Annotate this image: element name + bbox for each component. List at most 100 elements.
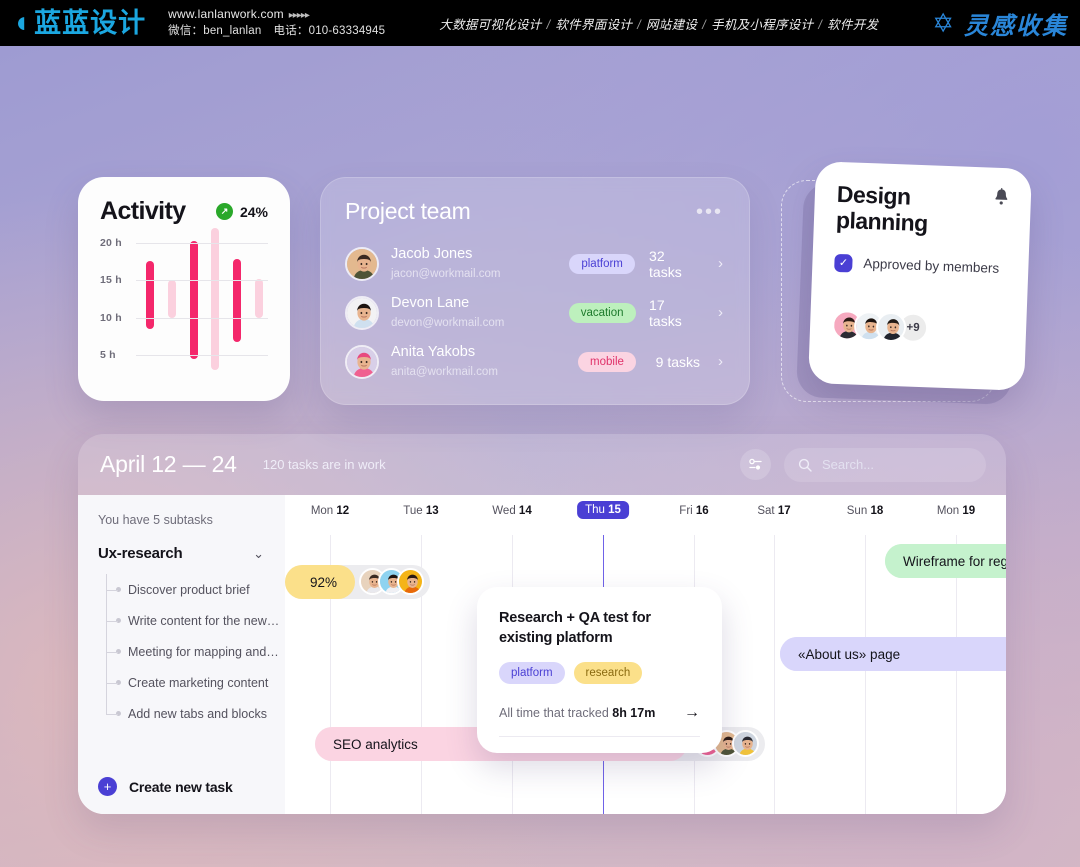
sidebar-subtask-item[interactable]: Add new tabs and blocks [98, 698, 285, 729]
sidebar-subtask-label: Write content for the new… [128, 613, 280, 628]
team-member-tag-wrap: vacation [555, 302, 649, 323]
bullet-icon [116, 587, 121, 592]
project-team-list: Jacob Jones jacon@workmail.com platform 32 … [345, 239, 723, 386]
create-new-task-button[interactable]: + Create new task [98, 777, 233, 796]
search-icon [798, 458, 812, 472]
timeline-day[interactable]: Tue 13 [403, 505, 439, 517]
team-member-row[interactable]: Jacob Jones jacon@workmail.com platform 32 … [345, 239, 723, 288]
chevron-right-icon[interactable]: › [718, 304, 723, 321]
timeline-column-line [956, 535, 957, 814]
bell-icon[interactable] [994, 187, 1010, 209]
filter-icon[interactable] [740, 449, 771, 480]
schedule-panel: April 12 — 24 120 tasks are in work Sear… [78, 434, 1006, 814]
team-member-row[interactable]: Anita Yakobs anita@workmail.com mobile 9 ta… [345, 337, 723, 386]
task-avatars [359, 568, 424, 595]
brand-services: 大数据可视化设计 / 软件界面设计 / 网站建设 / 手机及小程序设计 / 软件开发 [439, 14, 878, 33]
service-item: 手机及小程序设计 [710, 17, 814, 32]
timeline-day[interactable]: Mon 19 [936, 505, 976, 517]
chevron-right-icon[interactable]: › [718, 255, 723, 272]
avatar [345, 246, 379, 281]
tooltip-tag[interactable]: research [573, 662, 643, 685]
tasks-in-work-note: 120 tasks are in work [262, 457, 386, 472]
activity-y-tick: 10 h [100, 311, 122, 324]
project-team-title: Project team [345, 198, 471, 224]
timeline-day-active[interactable]: Thu 15 [577, 501, 629, 519]
subtasks-note: You have 5 subtasks [98, 513, 213, 527]
brand-right-text: 灵感收集 [964, 12, 1068, 40]
timeline-task-bar[interactable]: Wireframe for reg [885, 544, 1006, 578]
team-member-row[interactable]: Devon Lane devon@workmail.com vacation 17 t… [345, 288, 723, 337]
status-badge[interactable]: vacation [568, 302, 636, 323]
task-bar-label: Wireframe for reg [903, 553, 1006, 569]
service-item: 软件界面设计 [555, 17, 633, 32]
timeline-day[interactable]: Mon 12 [310, 505, 350, 517]
bullet-icon [116, 649, 121, 654]
timeline-day[interactable]: Wed 14 [492, 505, 532, 517]
team-member-email: devon@workmail.com [391, 316, 505, 329]
check-icon[interactable]: ✓ [834, 253, 853, 273]
task-tooltip[interactable]: Research + QA test for existing platform… [477, 587, 722, 754]
tooltip-tag[interactable]: platform [499, 662, 565, 685]
task-bar-fill: «About us» page [780, 637, 1006, 671]
avatar [345, 344, 379, 379]
activity-plot [136, 228, 268, 370]
activity-gridline [136, 317, 268, 319]
app-canvas: Activity ↗ 24% 20 h 15 h 10 h 5 h Project t… [0, 46, 1080, 867]
approved-label: Approved by members [863, 255, 1000, 276]
sidebar-subtask-item[interactable]: Create marketing content [98, 667, 285, 698]
activity-header: Activity ↗ 24% [100, 197, 268, 226]
schedule-panel-header: April 12 — 24 120 tasks are in work Sear… [78, 434, 1006, 495]
timeline-task-bar[interactable]: «About us» page [780, 637, 1006, 671]
service-item: 大数据可视化设计 [439, 17, 542, 32]
more-options-icon[interactable]: ••• [695, 200, 723, 223]
timeline-column-line [330, 535, 331, 814]
search-input[interactable]: Search... [784, 447, 986, 482]
sidebar-group-ux-research[interactable]: Ux-research ⌄ [98, 545, 264, 562]
avatar [732, 730, 759, 757]
arrow-right-icon[interactable]: → [684, 704, 700, 722]
task-bar-track: «About us» page [780, 637, 1006, 671]
sidebar-subtask-label: Add new tabs and blocks [128, 706, 267, 721]
timeline-day[interactable]: Sun 18 [846, 505, 884, 517]
tooltip-footer: All time that tracked 8h 17m → [499, 704, 700, 722]
service-separator: / [546, 17, 551, 32]
timeline-day[interactable]: Sat 17 [757, 505, 791, 517]
service-item: 软件开发 [827, 17, 879, 32]
sidebar-subtask-list: Discover product brief Write content for … [98, 574, 285, 729]
activity-gridline [136, 355, 268, 356]
brand-logo-mark: ◖ [12, 6, 30, 39]
chevron-down-icon[interactable]: ⌄ [253, 545, 264, 561]
team-member-tasks: 17 tasks [649, 296, 682, 329]
task-bar-fill: Wireframe for reg [885, 544, 1006, 578]
tooltip-divider [499, 736, 700, 738]
sidebar-subtask-item[interactable]: Discover product brief [98, 574, 285, 605]
status-badge[interactable]: platform [569, 253, 635, 274]
sidebar-subtask-item[interactable]: Meeting for mapping and… [98, 636, 285, 667]
team-member-tag-wrap: mobile [559, 351, 655, 372]
activity-bar [189, 240, 198, 359]
activity-y-tick: 15 h [100, 274, 122, 287]
create-new-task-label: Create new task [129, 778, 233, 795]
timeline-task-bar[interactable]: 92% [285, 565, 430, 599]
timeline: Mon 12 Tue 13 Wed 14 Thu 15 Fri 16 Sat 17 Sun … [285, 495, 1006, 814]
tooltip-tags: platform research [499, 662, 700, 685]
timeline-column-line [421, 535, 422, 814]
timeline-day[interactable]: Fri 16 [679, 505, 709, 517]
timeline-day-headers: Mon 12 Tue 13 Wed 14 Thu 15 Fri 16 Sat 17 Sun … [285, 495, 1006, 535]
project-team-header: Project team ••• [345, 198, 723, 225]
star-icon: ✡ [932, 8, 954, 38]
search-placeholder: Search... [822, 457, 875, 472]
activity-bar [233, 259, 242, 342]
design-planning-card[interactable]: Design planning ✓ Approved by members +9 [808, 161, 1032, 391]
activity-bars [138, 228, 268, 370]
sidebar-subtask-item[interactable]: Write content for the new… [98, 605, 285, 636]
activity-bar [254, 278, 263, 318]
design-planning-avatars: +9 [831, 309, 1005, 345]
bullet-icon [116, 680, 121, 685]
chevron-right-icon[interactable]: › [718, 353, 723, 370]
brand-contact: www.lanlanwork.com ▸▸▸▸▸ 微信：ben_lanlan 电话：… [168, 6, 397, 40]
team-member-info: Jacob Jones jacon@workmail.com [391, 245, 555, 281]
status-badge[interactable]: mobile [578, 351, 636, 372]
activity-y-tick: 20 h [100, 237, 122, 249]
approved-checkbox-row[interactable]: ✓ Approved by members [834, 253, 1007, 277]
